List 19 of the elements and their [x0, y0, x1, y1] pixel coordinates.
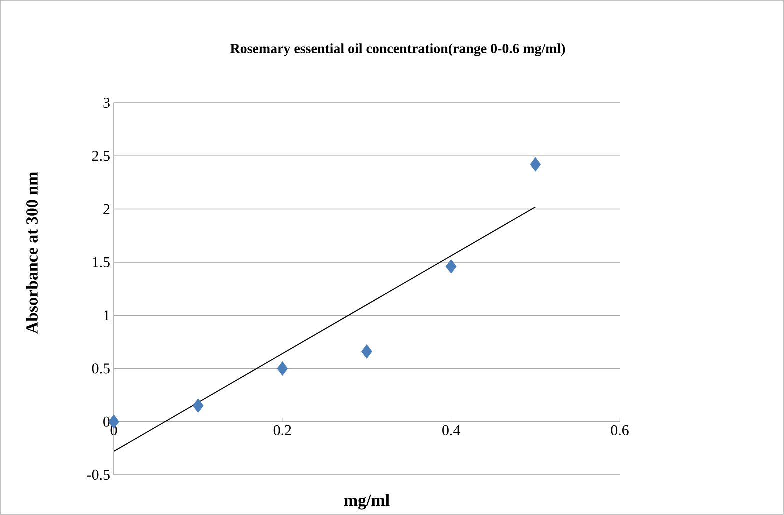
y-tick-label: 2 — [104, 204, 110, 214]
x-axis-title: mg/ml — [344, 494, 390, 510]
chart-title: Rosemary essential oil concentration(range 0-0.6 mg/ml) — [230, 44, 566, 56]
point — [446, 259, 457, 274]
y-tick-label: 2.5 — [92, 151, 110, 162]
point — [192, 398, 204, 414]
point — [530, 157, 542, 172]
y-tick-label: 0.5 — [92, 364, 110, 374]
x-tick-label: 0.2 — [274, 425, 292, 436]
y-tick-label: 3 — [104, 98, 110, 108]
y-tick-label: 0 — [104, 416, 110, 427]
point — [277, 362, 288, 376]
y-axis-title: Absorbance at 300 nm — [26, 172, 38, 334]
x-tick-label: 0.4 — [442, 425, 460, 436]
x-tick-label: 0.6 — [611, 425, 629, 436]
point — [362, 344, 372, 359]
y-tick-label: -0.5 — [87, 470, 110, 480]
y-tick-label: 1.5 — [93, 257, 110, 268]
y-tick-label: 1 — [104, 310, 110, 321]
